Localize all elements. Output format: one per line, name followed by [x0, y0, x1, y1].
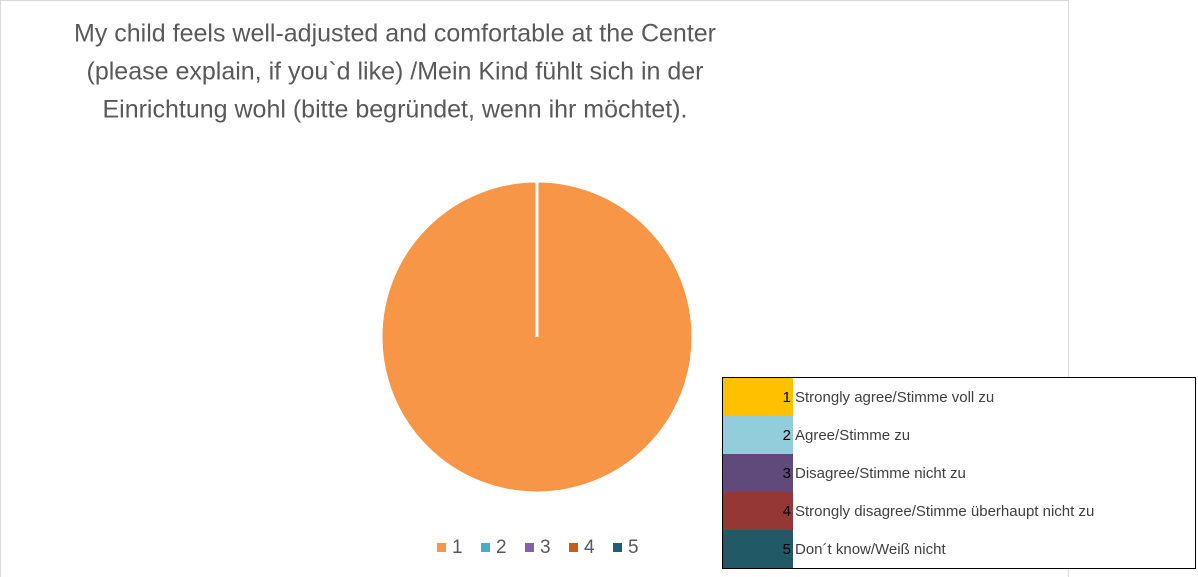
key-row: 3 Disagree/Stimme nicht zu	[722, 454, 1196, 492]
legend-swatch	[613, 543, 622, 552]
legend-label: 4	[584, 537, 595, 558]
key-text: Disagree/Stimme nicht zu	[795, 464, 966, 482]
key-table: 1 Strongly agree/Stimme voll zu 2 Agree/Sti…	[722, 377, 1196, 569]
legend-swatch	[569, 543, 578, 552]
key-number: 4	[722, 492, 793, 530]
legend-label: 5	[628, 537, 639, 558]
key-number: 2	[722, 416, 793, 454]
key-row: 1 Strongly agree/Stimme voll zu	[722, 377, 1196, 416]
key-text: Agree/Stimme zu	[795, 426, 911, 444]
key-row: 4 Strongly disagree/Stimme überhaupt nich…	[722, 492, 1196, 530]
legend-label: 1	[452, 537, 463, 558]
key-number: 5	[722, 530, 793, 569]
chart-title: Einrichtung wohl (bitte begründet, wenn …	[102, 96, 687, 124]
legend-label: 3	[540, 537, 551, 558]
chart-title: (please explain, if you`d like) /Mein Ki…	[87, 58, 704, 86]
legend-swatch	[525, 543, 534, 552]
legend-swatch	[437, 543, 446, 552]
key-text: Strongly agree/Stimme voll zu	[795, 388, 995, 406]
key-text: Don´t know/Weiß nicht	[795, 540, 946, 558]
legend-swatch	[481, 543, 490, 552]
key-text: Strongly disagree/Stimme überhaupt nicht…	[795, 502, 1095, 520]
key-row: 2 Agree/Stimme zu	[722, 416, 1196, 454]
key-number: 3	[722, 454, 793, 492]
key-row: 5 Don´t know/Weiß nicht	[722, 530, 1196, 569]
legend-label: 2	[496, 537, 507, 558]
key-number: 1	[722, 377, 793, 416]
chart-title: My child feels well-adjusted and comfort…	[74, 20, 716, 48]
